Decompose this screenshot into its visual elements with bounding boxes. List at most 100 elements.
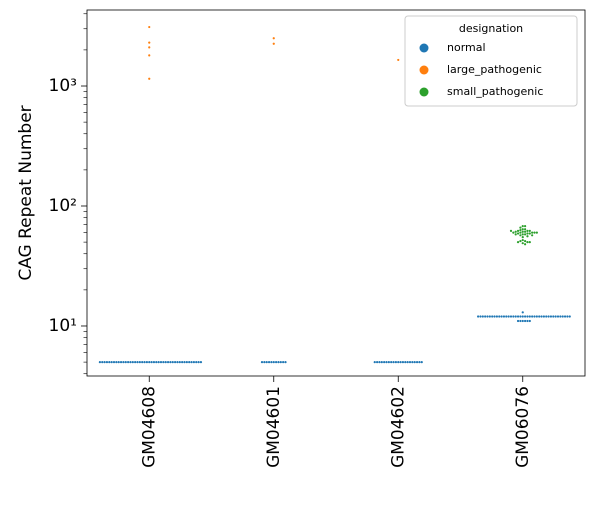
- swarm-point: [486, 315, 489, 318]
- swarm-point: [526, 319, 529, 323]
- swarm-point: [516, 319, 520, 323]
- swarm-point: [279, 361, 282, 364]
- swarm-point: [127, 361, 130, 364]
- swarm-point: [538, 315, 541, 318]
- swarm-point: [199, 361, 203, 364]
- swarm-point: [115, 361, 118, 364]
- swarm-point: [524, 230, 527, 233]
- swarm-point: [188, 361, 191, 364]
- swarm-point: [521, 236, 524, 239]
- swarm-point: [549, 315, 553, 318]
- swarm-point: [535, 315, 538, 318]
- swarm-point: [148, 41, 151, 44]
- swarm-point: [524, 228, 527, 231]
- swarm-point: [117, 361, 120, 364]
- swarm-point: [521, 238, 524, 242]
- swarm-point: [516, 315, 520, 318]
- swarm-point: [183, 361, 186, 364]
- swarm-point: [385, 361, 388, 364]
- swarm-point: [263, 361, 266, 364]
- swarm-point: [521, 228, 524, 231]
- swarm-point: [500, 315, 503, 318]
- legend-label: normal: [447, 41, 486, 54]
- swarm-point: [509, 229, 513, 233]
- swarm-point: [521, 315, 524, 318]
- swarm-point: [272, 361, 275, 364]
- swarm-point: [568, 315, 571, 318]
- swarm-point: [181, 361, 184, 364]
- swarm-point: [512, 315, 515, 318]
- swarm-point: [148, 54, 151, 57]
- swarm-point: [524, 224, 527, 228]
- swarm-point: [524, 319, 527, 323]
- swarm-point: [498, 315, 501, 318]
- swarm-point: [413, 361, 416, 364]
- swarm-point: [540, 315, 543, 318]
- swarm-point: [516, 232, 520, 235]
- swarm-point: [542, 315, 546, 318]
- swarm-point: [526, 229, 529, 233]
- swarm-point: [397, 361, 400, 364]
- swarm-point: [514, 230, 517, 233]
- swarm-point: [524, 233, 527, 236]
- swarm-point: [197, 361, 200, 364]
- swarm-point: [404, 361, 407, 364]
- legend-marker: [419, 65, 429, 75]
- swarm-point: [563, 315, 567, 318]
- swarm-point: [277, 361, 280, 364]
- swarm-point: [566, 315, 569, 318]
- swarm-point: [479, 315, 482, 318]
- legend-label: small_pathogenic: [447, 85, 543, 98]
- swarm-point: [399, 361, 402, 364]
- swarm-point: [561, 315, 564, 318]
- swarm-point: [514, 233, 517, 236]
- y-tick-label: 10¹: [49, 316, 77, 336]
- swarm-point: [526, 235, 529, 238]
- swarm-point: [105, 361, 109, 364]
- swarm-point: [390, 361, 393, 364]
- swarm-point: [159, 361, 163, 364]
- swarm-point: [152, 361, 156, 364]
- swarm-point: [108, 361, 111, 364]
- y-tick-label: 10²: [49, 196, 77, 216]
- legend-marker: [419, 87, 429, 97]
- swarm-point: [552, 315, 555, 318]
- swarm-point: [373, 361, 376, 364]
- swarm-point: [124, 361, 127, 364]
- swarm-point: [383, 361, 386, 364]
- swarm-point: [148, 25, 151, 29]
- plot-frame: [86, 9, 586, 377]
- swarm-point: [521, 230, 524, 233]
- swarm-point: [526, 241, 529, 244]
- swarm-point: [387, 361, 390, 364]
- swarm-point: [119, 361, 123, 364]
- swarm-point: [185, 361, 188, 364]
- swarm-point: [526, 232, 529, 235]
- swarm-point: [392, 361, 395, 364]
- y-tick-label: 10³: [49, 76, 77, 96]
- swarm-point: [533, 231, 536, 234]
- swarm-point: [162, 361, 165, 364]
- swarm-point: [282, 361, 285, 364]
- swarm-point: [129, 361, 132, 364]
- swarm-point: [521, 311, 524, 314]
- swarm-point: [176, 361, 179, 364]
- swarm-point: [519, 228, 522, 232]
- swarm-point: [401, 361, 405, 364]
- swarm-point: [166, 361, 170, 364]
- swarm-point: [148, 77, 151, 80]
- swarm-point: [528, 229, 531, 233]
- swarm-point: [103, 361, 106, 364]
- legend-title: designation: [459, 22, 523, 35]
- swarm-point: [554, 315, 557, 318]
- legend-label: large_pathogenic: [447, 63, 542, 76]
- swarm-point: [110, 361, 113, 364]
- swarm-point: [408, 361, 412, 364]
- swarm-point: [272, 42, 275, 45]
- swarm-point: [528, 319, 531, 323]
- swarm-point: [556, 315, 560, 318]
- swarm-point: [164, 361, 167, 364]
- swarm-point: [394, 361, 397, 364]
- swarm-point: [260, 361, 264, 364]
- swarm-point: [535, 231, 538, 234]
